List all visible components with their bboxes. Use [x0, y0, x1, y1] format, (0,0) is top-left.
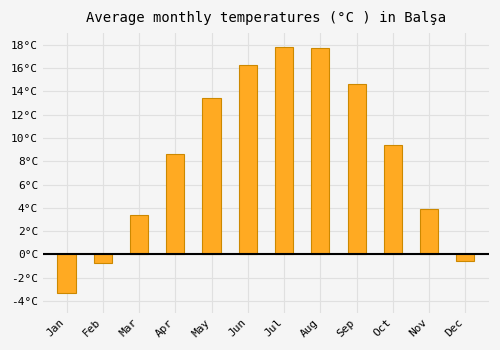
Bar: [94, 254, 112, 262]
Bar: [348, 84, 366, 254]
Bar: [166, 154, 184, 254]
Bar: [384, 145, 402, 254]
Bar: [58, 254, 76, 293]
Bar: [202, 98, 220, 254]
Bar: [130, 215, 148, 254]
Bar: [420, 209, 438, 254]
Bar: [311, 48, 330, 254]
Bar: [275, 47, 293, 254]
Title: Average monthly temperatures (°C ) in Balşa: Average monthly temperatures (°C ) in Ba…: [86, 11, 446, 25]
Bar: [456, 254, 474, 261]
Bar: [238, 65, 257, 254]
